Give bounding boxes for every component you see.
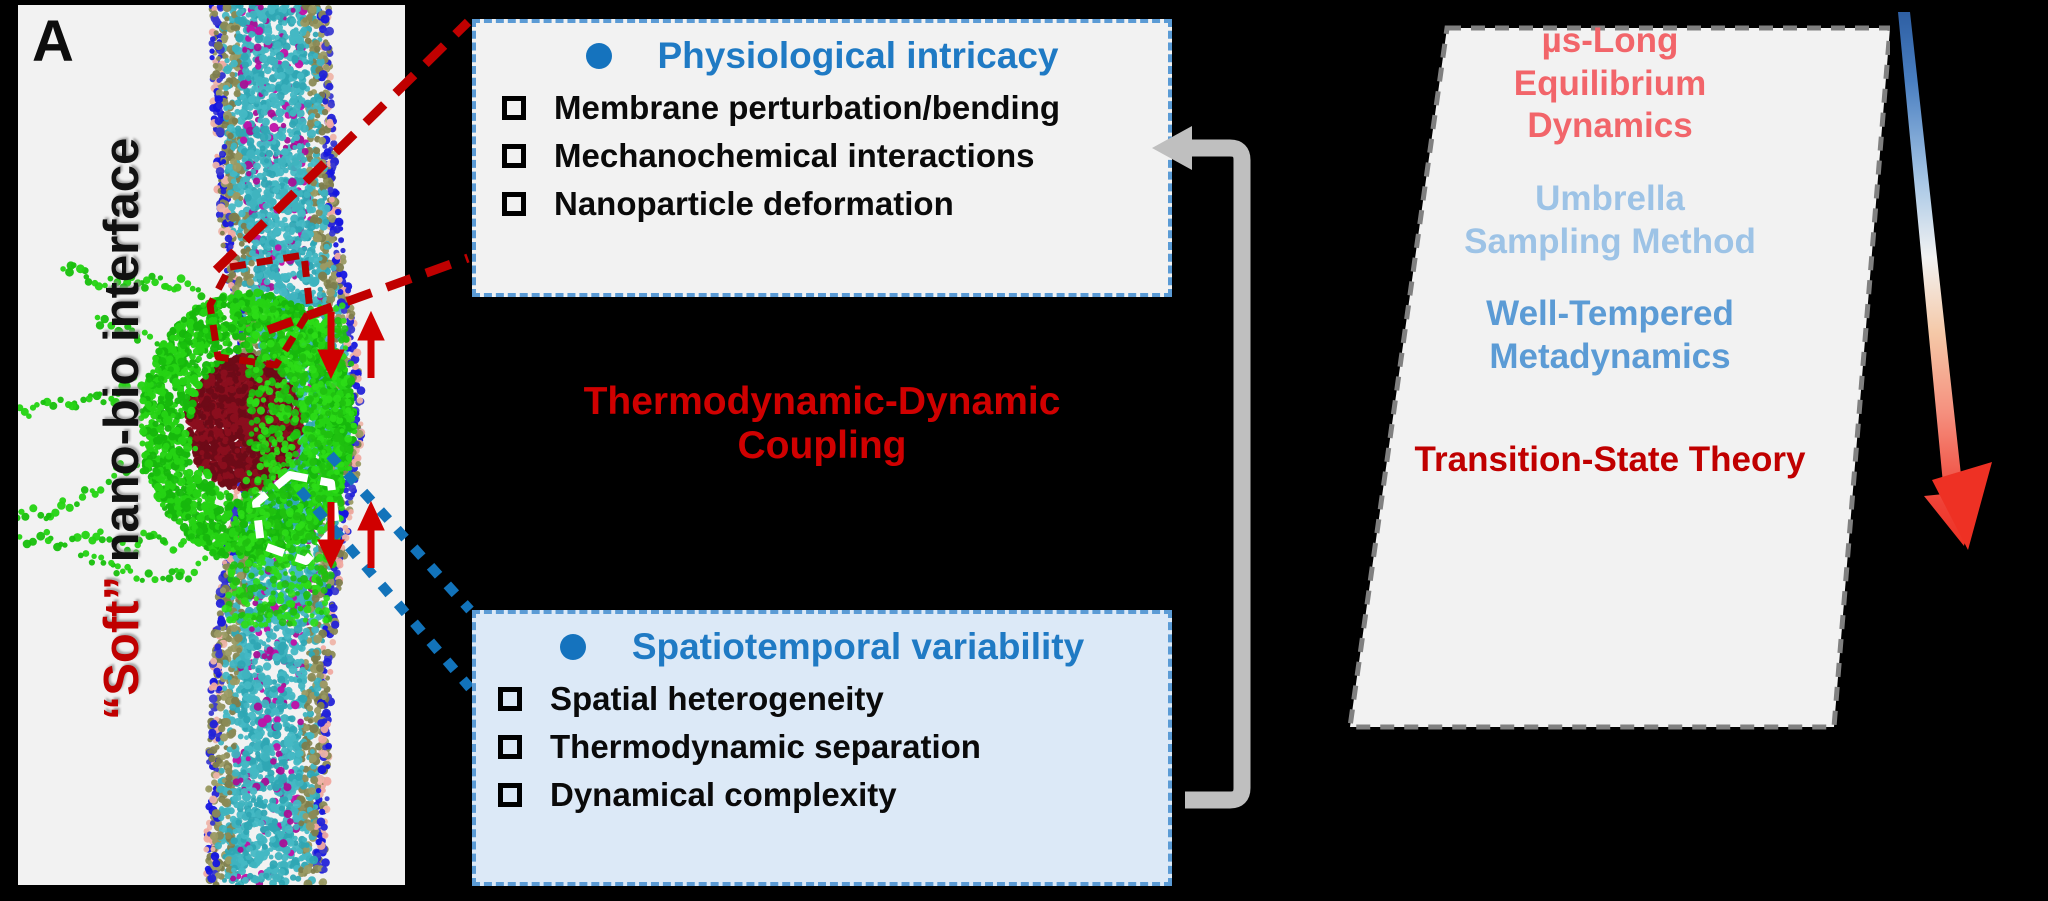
molecular-dynamics-snapshot [18, 5, 366, 885]
list-item-label: Thermodynamic separation [550, 728, 981, 765]
list-item-label: Dynamical complexity [550, 776, 897, 813]
red-dashed-highlight [206, 251, 314, 369]
list-item-label: Nanoparticle deformation [554, 185, 954, 222]
coupling-line-2: Coupling [737, 423, 907, 467]
method-entry: Equilibrium [1513, 63, 1707, 103]
bullet-circle-icon [559, 634, 586, 660]
list-item-label: Spatial heterogeneity [550, 680, 884, 717]
method-entry: Dynamics [1527, 106, 1693, 146]
method-entry: µs-Long [1541, 21, 1679, 60]
panel-a-vertical-title: “Soft” nano-bio interface [94, 79, 150, 779]
feedback-loop-arrow [1152, 126, 1251, 809]
panel-label-a: A [32, 9, 74, 74]
list-item-label: Membrane perturbation/bending [554, 89, 1061, 126]
spacer [1340, 379, 1880, 409]
coupling-line-1: Thermodynamic-Dynamic [583, 380, 1061, 423]
checkbox-icon[interactable] [502, 144, 526, 168]
bullet-circle-icon [585, 43, 612, 69]
spatiotemporal-variability-box[interactable]: Spatiotemporal variability Spatial heter… [472, 610, 1172, 886]
list-item[interactable]: Dynamical complexity [498, 776, 1168, 814]
methods-list: µs-Long Equilibrium Dynamics Umbrella Sa… [1340, 20, 1880, 482]
list-item[interactable]: Spatial heterogeneity [498, 680, 1168, 718]
checkbox-icon[interactable] [498, 783, 522, 807]
spacer [1340, 263, 1880, 293]
checkbox-icon[interactable] [498, 735, 522, 759]
method-entry: Well-Tempered [1486, 294, 1734, 334]
gradient-down-arrow [1898, 12, 1992, 550]
methods-trapezoid [1347, 25, 1890, 730]
panel-a: A “Soft” nano-bio interface [18, 5, 405, 885]
box-top-list: Membrane perturbation/bending Mechanoche… [476, 89, 1168, 223]
checkbox-icon[interactable] [498, 687, 522, 711]
list-item-label: Mechanochemical interactions [554, 137, 1035, 174]
box-bottom-list: Spatial heterogeneity Thermodynamic sepa… [476, 680, 1168, 814]
list-item[interactable]: Thermodynamic separation [498, 728, 1168, 766]
box-top-heading-text: Physiological intricacy [657, 35, 1059, 76]
method-entry: Sampling Method [1464, 221, 1756, 261]
coupling-arrows-lower [0, 500, 700, 575]
list-item[interactable]: Mechanochemical interactions [502, 137, 1168, 175]
checkbox-icon[interactable] [502, 96, 526, 120]
method-entry: Transition-State Theory [1414, 439, 1806, 479]
list-item[interactable]: Membrane perturbation/bending [502, 89, 1168, 127]
list-item[interactable]: Nanoparticle deformation [502, 185, 1168, 223]
method-entry: Metadynamics [1489, 337, 1731, 377]
checkbox-icon[interactable] [502, 192, 526, 216]
method-entry: Umbrella [1535, 179, 1685, 219]
box-top-heading: Physiological intricacy [476, 35, 1168, 77]
box-bottom-heading-text: Spatiotemporal variability [631, 626, 1085, 667]
spacer [1340, 148, 1880, 178]
box-bottom-heading: Spatiotemporal variability [476, 626, 1168, 668]
spacer [1340, 409, 1880, 439]
coupling-arrows-upper [0, 310, 700, 385]
vertical-title-quoted: “Soft” [95, 576, 149, 721]
thermodynamic-dynamic-coupling-label: Thermodynamic-Dynamic Coupling [472, 380, 1172, 467]
physiological-intricacy-box[interactable]: Physiological intricacy Membrane perturb… [472, 19, 1172, 297]
